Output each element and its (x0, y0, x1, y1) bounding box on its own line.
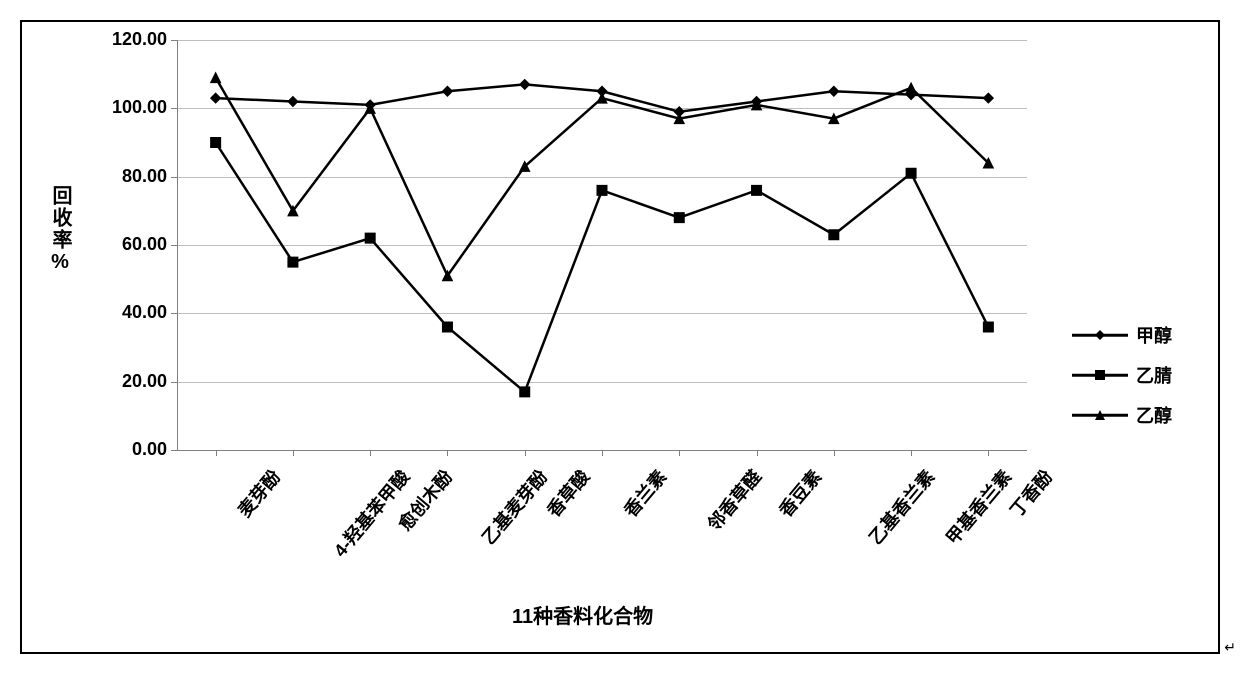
series-marker (211, 138, 221, 148)
series-marker (674, 213, 684, 223)
y-tick-label: 40.00 (97, 302, 167, 323)
x-tick-label: 丁香酚 (1004, 464, 1059, 522)
series-marker (211, 73, 221, 83)
y-tick-label: 0.00 (97, 439, 167, 460)
y-tick-label: 80.00 (97, 166, 167, 187)
legend-item: 乙腈 (1072, 362, 1172, 388)
series-marker (442, 86, 452, 96)
y-tick-label: 120.00 (97, 29, 167, 50)
y-axis-line (177, 40, 178, 450)
series-marker (365, 233, 375, 243)
x-axis-line (177, 450, 1027, 451)
legend-label: 乙腈 (1136, 362, 1172, 388)
series-marker (906, 168, 916, 178)
legend-label: 甲醇 (1136, 322, 1172, 348)
y-tick-label: 100.00 (97, 97, 167, 118)
y-axis-title: 回收率% (46, 185, 75, 275)
x-tick-label: 乙基香兰素 (862, 464, 940, 550)
x-tick-label: 麦芽酚 (231, 464, 286, 522)
x-tick-label: 香兰素 (617, 464, 672, 522)
series-marker (983, 322, 993, 332)
series-marker (520, 79, 530, 89)
series-marker (906, 83, 916, 93)
x-tick-label: 香草酸 (540, 464, 595, 522)
legend-item: 甲醇 (1072, 322, 1172, 348)
series-svg (177, 40, 1027, 450)
legend-marker (1072, 368, 1128, 382)
x-tick-label: 邻香草醛 (701, 464, 767, 536)
plot-area (177, 40, 1027, 450)
y-tick-label: 60.00 (97, 234, 167, 255)
reveal-mark: ↵ (1224, 639, 1236, 656)
series-marker (211, 93, 221, 103)
series-marker (983, 93, 993, 103)
series-marker (520, 387, 530, 397)
x-tick-label: 香豆素 (772, 464, 827, 522)
series-marker (288, 97, 298, 107)
legend-marker (1072, 408, 1128, 422)
series-marker (442, 322, 452, 332)
series-line (216, 78, 989, 276)
x-axis-title: 11种香料化合物 (512, 600, 653, 629)
legend-item: 乙醇 (1072, 402, 1172, 428)
series-marker (288, 257, 298, 267)
legend-label: 乙醇 (1136, 402, 1172, 428)
series-marker (829, 230, 839, 240)
legend-marker (1072, 328, 1128, 342)
series-marker (829, 86, 839, 96)
series-line (216, 143, 989, 392)
y-tick-label: 20.00 (97, 371, 167, 392)
series-marker (752, 185, 762, 195)
chart-frame: 回收率% 11种香料化合物 甲醇乙腈乙醇 ↵ 0.0020.0040.0060.… (20, 20, 1220, 654)
series-marker (597, 185, 607, 195)
legend: 甲醇乙腈乙醇 (1072, 322, 1172, 442)
